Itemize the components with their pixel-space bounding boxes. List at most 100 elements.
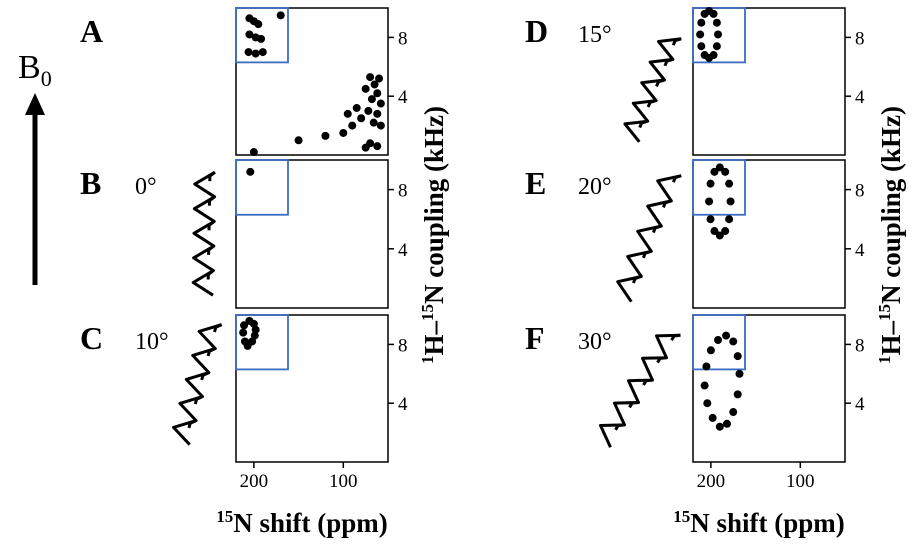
data-point [715,163,724,172]
data-point [370,80,379,89]
y-tick-label: 4 [398,87,408,108]
data-point [725,215,734,224]
angle-label: 15° [578,22,612,48]
angle-label: 0° [135,174,157,200]
data-point [725,179,734,188]
data-point [733,352,742,361]
x-axis-title-text: N shift (ppm) [690,508,845,538]
angle-label: 10° [135,329,169,355]
field-arrowhead [25,93,45,115]
panel-letter: E [525,165,546,201]
x-axis-title-sup: 15 [673,507,690,526]
data-point [729,337,738,346]
data-point [706,215,715,224]
data-point [710,167,719,176]
data-point [702,362,711,371]
data-point [710,227,719,236]
data-point [276,11,285,20]
data-point [373,109,382,118]
y-tick-label: 4 [855,240,865,261]
y-tick-label: 8 [398,335,408,356]
y-axis-title-sup: 15 [418,304,437,321]
data-point [733,390,742,399]
data-point [357,114,366,123]
field-symbol: B [18,49,41,86]
x-tick-label: 200 [697,471,726,492]
data-point [364,106,373,115]
data-point [251,325,260,334]
y-tick-label: 4 [398,394,408,415]
highlight-box [692,7,746,64]
data-point [706,179,715,188]
data-point [352,103,361,112]
data-point [240,337,249,346]
helix-drawing [599,333,681,448]
y-tick-label: 8 [855,28,865,49]
data-point [258,48,267,57]
plot-frame [692,7,846,156]
y-axis-title: 1H–15N coupling (kHz) [418,106,449,364]
plot-frame [692,314,846,463]
data-point [714,335,723,344]
highlight-box [235,314,289,371]
highlight-box [235,7,289,64]
data-point [376,99,385,108]
data-point [367,95,376,104]
data-point [245,30,254,39]
plot-frame [235,314,389,463]
y-axis-title: 1H–15N coupling (kHz) [875,106,906,364]
data-point [705,197,714,206]
data-point [722,419,731,428]
data-point [715,422,724,431]
data-point [376,121,385,130]
data-point [373,142,382,151]
plot-frame [235,7,389,156]
data-point [246,167,255,176]
panel-letter: A [80,13,103,49]
y-axis-title-text: N coupling (kHz) [876,106,906,304]
data-point [712,42,721,51]
data-point [721,167,730,176]
highlight-box [692,159,746,216]
y-axis-title-text: H– [419,321,449,356]
y-axis-title-text: H– [876,321,906,356]
y-axis-title-sup: 15 [875,304,894,321]
y-tick-label: 8 [398,28,408,49]
data-point [708,413,717,422]
x-axis-title-text: N shift (ppm) [233,508,388,538]
data-point [348,121,357,130]
data-point [714,30,723,39]
data-point [700,381,709,390]
helix-drawing [623,37,682,143]
helix-drawing [616,174,682,303]
data-point [240,321,249,330]
data-point [343,109,352,118]
data-point [712,18,721,27]
panel-letter: D [525,13,548,49]
x-tick-label: 100 [329,471,358,492]
data-point [703,399,712,408]
y-tick-label: 4 [398,240,408,261]
panel-letter: B [80,165,101,201]
plot-frame [692,159,846,309]
data-point [294,136,303,145]
x-axis-title: 15N shift (ppm) [216,507,388,538]
highlight-box [692,314,746,371]
plot-frame [235,159,389,309]
x-tick-label: 100 [786,471,815,492]
data-point [715,231,724,240]
data-point [729,408,738,417]
data-point [257,34,266,43]
data-point [239,328,248,337]
data-point [249,148,258,157]
panel-letter: F [525,320,545,356]
angle-label: 20° [578,174,612,200]
data-point [697,18,706,27]
field-label: B0 [18,49,52,91]
data-point [735,369,744,378]
data-point [361,143,370,152]
x-axis-title-sup: 15 [216,507,233,526]
x-axis-title: 15N shift (ppm) [673,507,845,538]
data-point [361,84,370,93]
